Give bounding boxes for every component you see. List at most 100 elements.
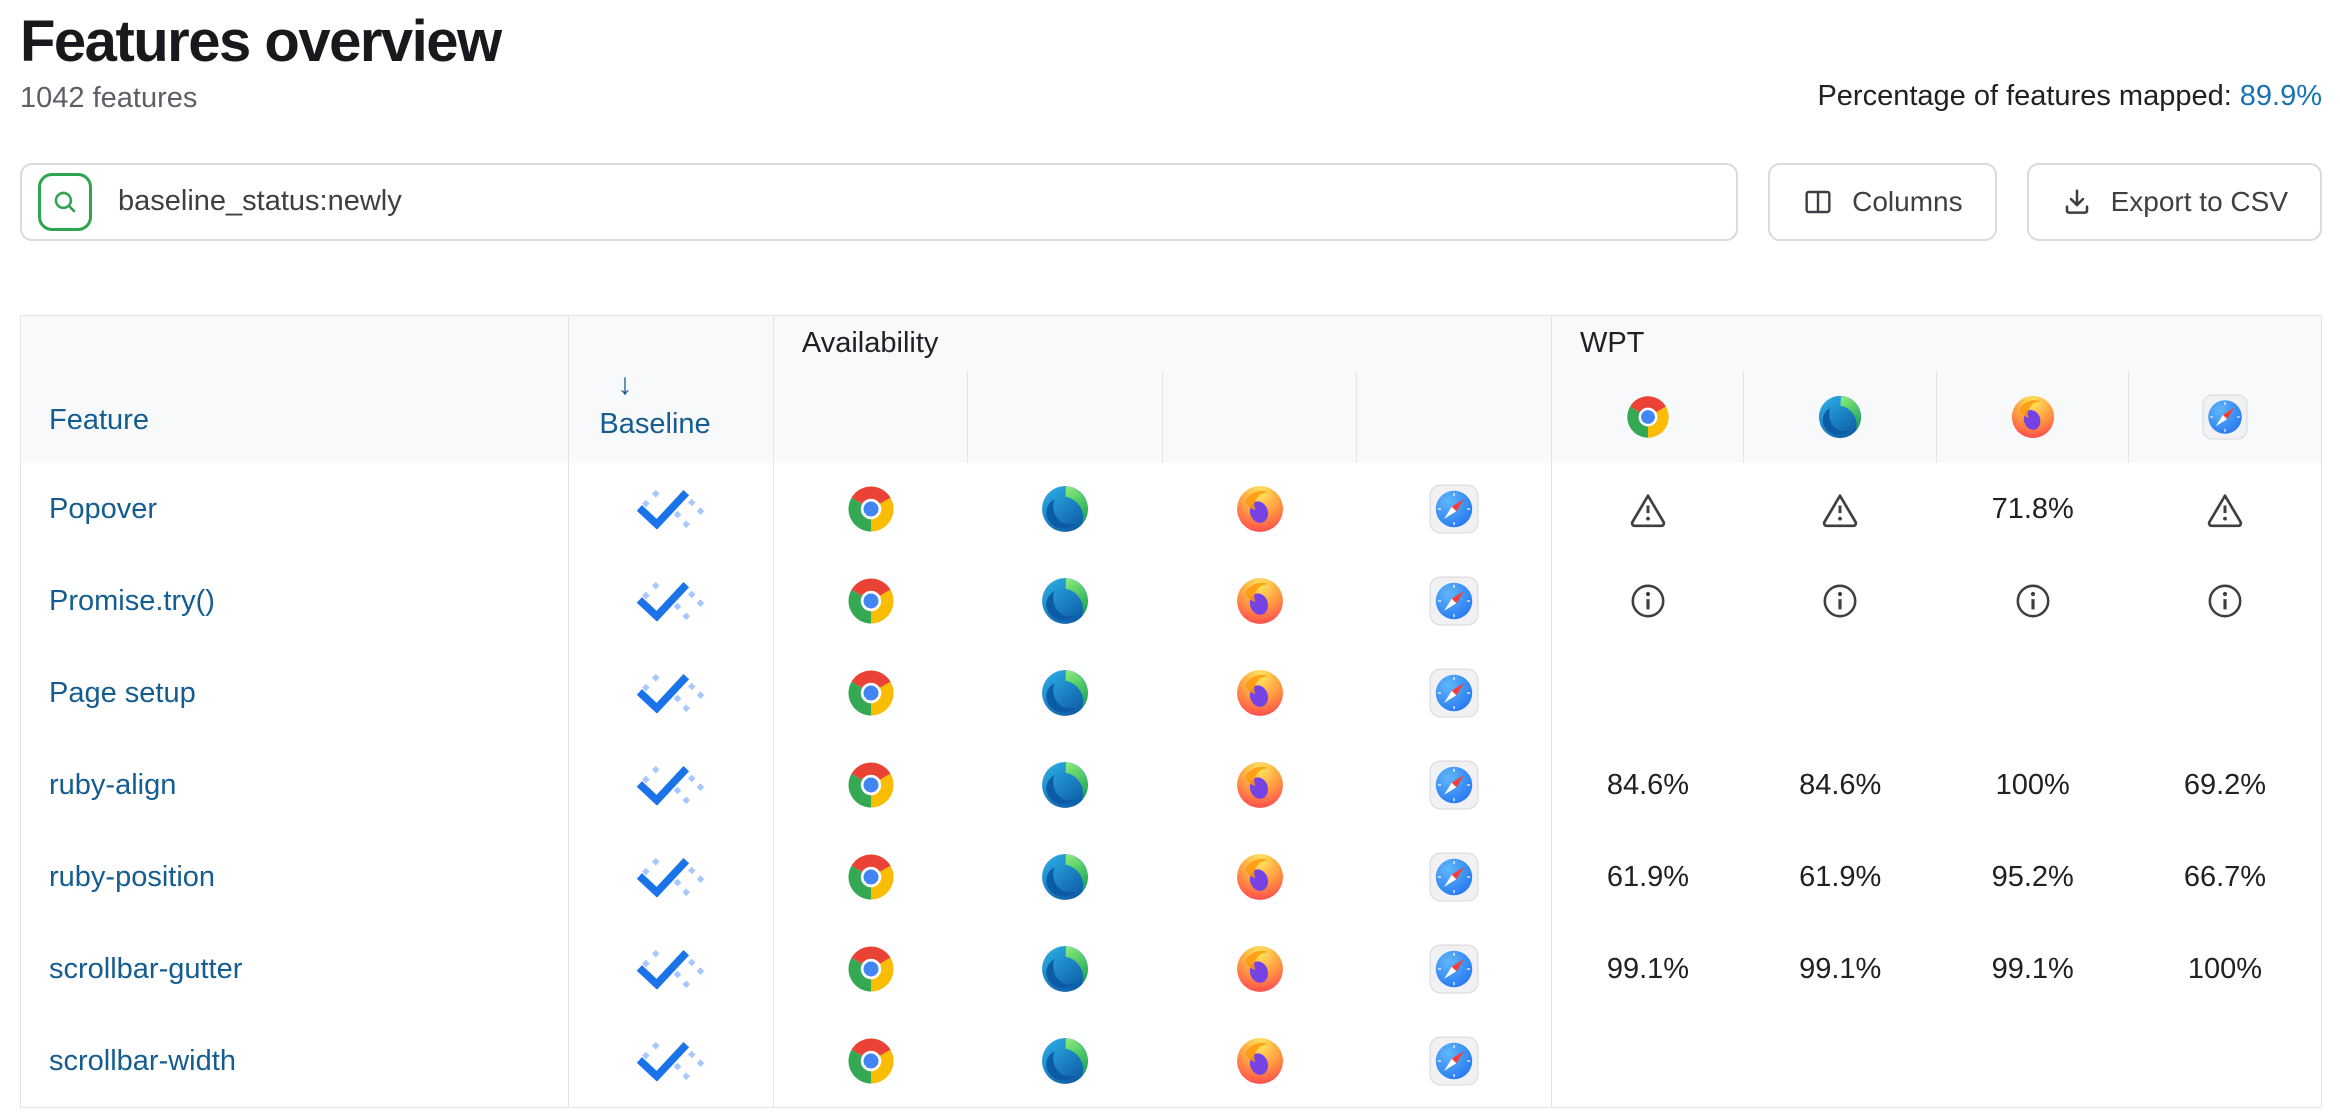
wpt-cell [2129,463,2322,555]
wpt-score: 66.7% [2183,860,2267,893]
safari-icon [2202,394,2248,440]
baseline-newly-icon [635,765,707,805]
availability-cell [1357,555,1552,647]
wpt-cell [1936,647,2128,739]
info-icon [1629,582,1667,620]
wpt-cell [2129,555,2322,647]
wpt-subcolumn-firefox [1935,371,2129,464]
feature-cell: scrollbar-width [21,1015,569,1107]
wpt-cell [1936,555,2128,647]
edge-icon [1040,668,1090,718]
search-input[interactable] [118,185,1713,219]
edge-icon [1040,1036,1090,1086]
column-header-feature[interactable]: Feature [20,315,569,464]
baseline-cell [568,555,774,648]
firefox-icon [1235,760,1285,810]
wpt-score: 100% [1995,768,2070,801]
baseline-newly-icon [635,949,707,989]
chrome-icon [846,576,896,626]
availability-cell [1162,739,1357,831]
wpt-cell [2129,1015,2322,1107]
info-icon [2206,582,2244,620]
wpt-cell: 99.1% [1550,923,1744,1016]
table-row: ruby-position 61.9% 61.9% 95.2% 66.7% [21,831,2322,924]
page-header: Features overview 1042 features Percenta… [20,10,2322,115]
firefox-icon [1235,668,1285,718]
safari-icon [1429,944,1479,994]
availability-cell [1162,463,1357,555]
feature-link[interactable]: Promise.try() [49,584,215,617]
feature-link[interactable]: scrollbar-gutter [49,952,243,985]
baseline-newly-icon [635,673,707,713]
table-row: scrollbar-gutter 99.1% 99.1% 99.1% 100% [21,923,2322,1016]
search-input-container[interactable] [20,162,1739,241]
feature-link[interactable]: Page setup [49,676,196,709]
availability-cell [968,923,1163,1015]
availability-cell [1357,831,1552,923]
wpt-cell [1744,1015,1936,1107]
baseline-cell [568,1015,774,1108]
mapped-percentage-link[interactable]: 89.9% [2239,79,2322,112]
chrome-icon [846,1036,896,1086]
feature-cell: scrollbar-gutter [21,923,569,1015]
feature-sort-link[interactable]: Feature [49,404,149,437]
baseline-cell [568,647,774,740]
baseline-newly-icon [635,489,707,529]
edge-icon [1040,760,1090,810]
feature-link[interactable]: ruby-position [49,860,216,893]
wpt-score: 95.2% [1991,860,2074,893]
feature-link[interactable]: Popover [49,492,158,525]
availability-cell [968,647,1163,739]
edge-icon [1817,394,1863,440]
feature-link[interactable]: scrollbar-width [49,1044,236,1077]
edge-icon [1040,852,1090,902]
wpt-cell: 100% [2129,923,2322,1015]
table-row: Page setup [21,647,2322,740]
column-group-wpt: WPT [1550,315,2322,372]
chrome-icon [846,668,896,718]
wpt-cell: 95.2% [1936,831,2128,923]
availability-cell [772,463,968,556]
availability-cell [1162,555,1357,647]
columns-button[interactable]: Columns [1768,162,1997,241]
baseline-cell [568,923,774,1016]
wpt-cell [1550,1015,1744,1108]
availability-cell [1357,647,1552,739]
firefox-icon [1235,576,1285,626]
availability-cell [1357,463,1552,555]
column-header-baseline[interactable]: ↓ Baseline [568,315,774,464]
availability-cell [772,831,968,924]
wpt-score: 84.6% [1606,768,1690,801]
availability-subcolumn-chrome [772,371,968,464]
baseline-newly-icon [635,857,707,897]
availability-cell [772,647,968,740]
baseline-sort-link[interactable]: Baseline [599,408,711,441]
wpt-score: 100% [2187,952,2263,985]
features-table: Feature ↓ Baseline Availability WPT [20,314,2322,1108]
mapped-percentage-label: Percentage of features mapped: [1817,79,2232,112]
edge-icon [1040,484,1090,534]
availability-cell [968,1015,1163,1107]
wpt-cell [2129,647,2322,739]
wpt-score: 71.8% [1991,492,2074,525]
title-block: Features overview 1042 features [20,10,502,115]
wpt-cell: 71.8% [1936,463,2128,555]
feature-cell: Page setup [21,647,569,739]
availability-cell [772,1015,968,1108]
table-row: Popover 71.8% [21,463,2322,556]
edge-icon [1040,944,1090,994]
availability-cell [1357,1015,1552,1107]
export-csv-button[interactable]: Export to CSV [2026,162,2322,241]
wpt-cell [1550,555,1744,648]
export-csv-button-label: Export to CSV [2110,185,2288,217]
availability-cell [1357,739,1552,831]
wpt-cell [1744,647,1936,739]
safari-icon [1429,1036,1479,1086]
feature-link[interactable]: ruby-align [49,768,177,801]
availability-cell [1162,1015,1357,1107]
wpt-cell: 99.1% [1744,923,1936,1015]
toolbar: Columns Export to CSV [20,162,2322,241]
column-group-availability: Availability [772,315,1552,372]
availability-cell [968,831,1163,923]
